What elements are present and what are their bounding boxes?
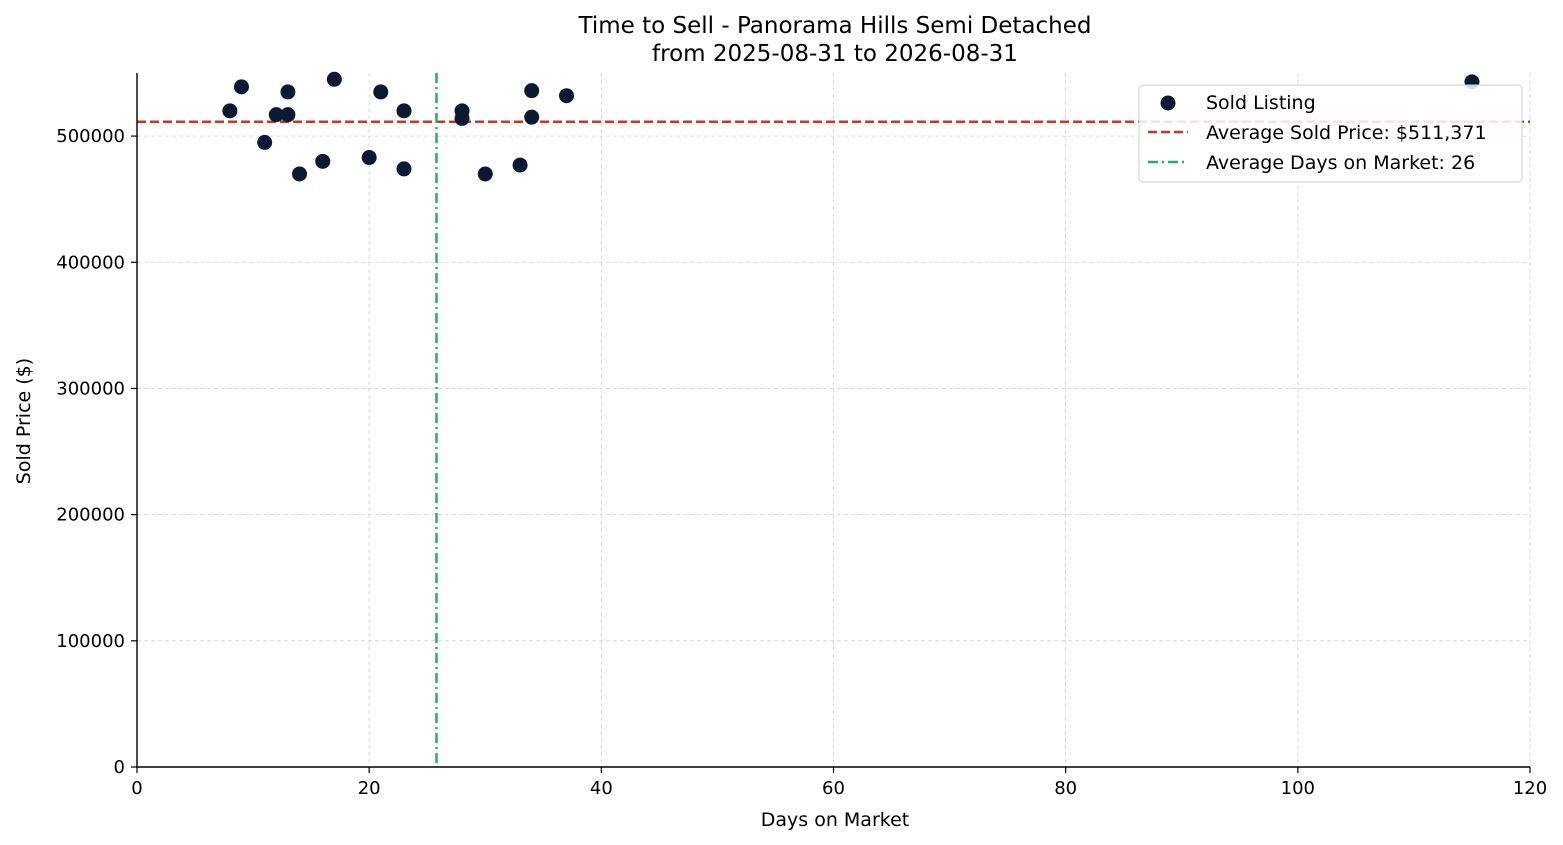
y-tick-label-0: 0 bbox=[114, 757, 125, 778]
data-point-1 bbox=[222, 103, 238, 119]
x-tick-label-40: 40 bbox=[590, 778, 613, 799]
y-axis-label: Sold Price ($) bbox=[13, 358, 35, 484]
y-tick-label-300000: 300000 bbox=[56, 378, 125, 399]
chart-title: Time to Sell - Panorama Hills Semi Detac… bbox=[578, 13, 1092, 39]
data-points bbox=[222, 71, 1480, 182]
y-tick-label-100000: 100000 bbox=[56, 631, 125, 652]
data-point-2 bbox=[233, 79, 249, 95]
legend-marker-sold-listing bbox=[1160, 95, 1176, 111]
data-point-6 bbox=[280, 84, 296, 100]
x-axis-label: Days on Market bbox=[761, 809, 909, 831]
data-point-9 bbox=[326, 71, 342, 87]
data-point-12 bbox=[396, 161, 412, 177]
x-tick-label-100: 100 bbox=[1281, 778, 1315, 799]
data-point-3 bbox=[257, 134, 273, 150]
x-tick-label-20: 20 bbox=[358, 778, 381, 799]
legend: Sold Listing Average Sold Price: $511,37… bbox=[1138, 84, 1523, 183]
data-point-11 bbox=[373, 84, 389, 100]
legend-label-average-price: Average Sold Price: $511,371 bbox=[1206, 122, 1487, 144]
legend-label-sold-listing: Sold Listing bbox=[1206, 92, 1316, 114]
x-tick-label-0: 0 bbox=[131, 778, 142, 799]
y-tick-label-500000: 500000 bbox=[56, 126, 125, 147]
data-point-13 bbox=[396, 103, 412, 119]
data-point-5 bbox=[280, 107, 296, 123]
legend-label-average-days: Average Days on Market: 26 bbox=[1206, 152, 1475, 174]
x-tick-label-80: 80 bbox=[1054, 778, 1077, 799]
data-point-7 bbox=[292, 166, 308, 182]
data-point-16 bbox=[477, 166, 493, 182]
data-point-10 bbox=[361, 150, 377, 166]
data-point-8 bbox=[315, 153, 331, 169]
data-point-18 bbox=[524, 83, 540, 99]
legend-box bbox=[1138, 84, 1523, 183]
data-point-19 bbox=[524, 109, 540, 125]
data-point-20 bbox=[559, 88, 575, 104]
data-point-4 bbox=[268, 107, 284, 123]
axes: 0 20 40 60 80 100 120 0 100000 200000 300000 400000… bbox=[56, 73, 1547, 799]
x-tick-label-60: 60 bbox=[822, 778, 845, 799]
grid-lines bbox=[137, 73, 1531, 767]
chart-subtitle: from 2025-08-31 to 2026-08-31 bbox=[652, 41, 1018, 67]
data-point-15 bbox=[454, 110, 470, 126]
y-tick-label-400000: 400000 bbox=[56, 252, 125, 273]
y-tick-label-200000: 200000 bbox=[56, 505, 125, 526]
data-point-17 bbox=[512, 157, 528, 173]
x-tick-label-120: 120 bbox=[1513, 778, 1547, 799]
